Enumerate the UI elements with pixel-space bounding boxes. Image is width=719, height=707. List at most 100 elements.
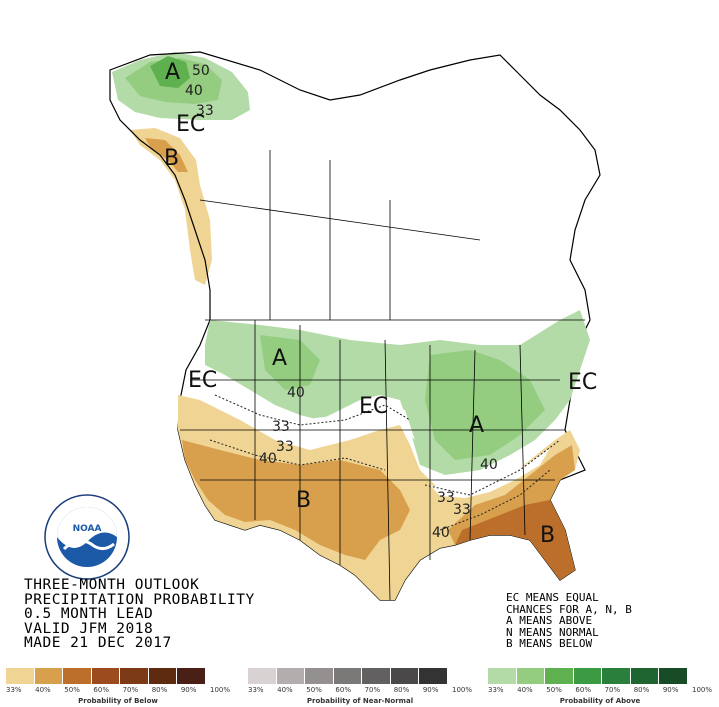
southwest-b-label: B <box>296 488 312 513</box>
noaa-logo: NOAA <box>44 494 130 580</box>
alaska-a-label: A <box>165 60 181 85</box>
legend-tick: 33% <box>248 686 264 694</box>
legend-below: 33% 40% 50% 60% 70% 80% 90% 100% Probability of… <box>6 668 230 706</box>
legend-normal: 33% 40% 50% 60% 70% 80% 90% 100% Probability of… <box>248 668 472 706</box>
alaska-b-label: B <box>164 146 180 171</box>
legend-swatch <box>630 668 659 684</box>
legend-notes: EC MEANS EQUAL CHANCES FOR A, N, B A MEA… <box>506 592 632 650</box>
title-block: THREE-MONTH OUTLOOK PRECIPITATION PROBAB… <box>24 578 255 651</box>
legend-swatch <box>276 668 305 684</box>
west-40-label: 40 <box>259 451 277 467</box>
legend-normal-caption: Probability of Near-Normal <box>306 697 414 705</box>
south-33-label-b: 33 <box>453 502 471 518</box>
legend-tick: 50% <box>306 686 322 694</box>
southeast-b-label: B <box>540 523 556 548</box>
alaska-40-label: 40 <box>185 83 203 99</box>
legend-tick: 80% <box>151 686 168 694</box>
legend-swatch <box>34 668 63 684</box>
legend-tick: 90% <box>422 686 439 694</box>
legend-swatch <box>390 668 419 684</box>
east-a-label: A <box>469 413 485 438</box>
south-33-label-a: 33 <box>437 490 455 506</box>
note-line-5: B MEANS BELOW <box>506 637 593 650</box>
alaska-ec-label: EC <box>176 112 206 137</box>
legend-below-swatches <box>6 668 230 684</box>
legend-tick: 80% <box>393 686 410 694</box>
ohio-valley-above-40-region <box>425 350 545 460</box>
legend-tick: 80% <box>633 686 650 694</box>
note-line-4: N MEANS NORMAL <box>506 625 599 639</box>
legend-tick: 60% <box>93 686 109 694</box>
west-33-label-a: 33 <box>272 419 290 435</box>
legend-tick: 40% <box>277 686 293 694</box>
legend-normal-swatches <box>248 668 472 684</box>
legend-swatch <box>120 668 149 684</box>
northwest-ec-label: EC <box>188 368 218 393</box>
legend-swatch <box>602 668 631 684</box>
legend-swatch <box>419 668 448 684</box>
legend-tick: 100% <box>451 686 472 694</box>
legend-swatch <box>91 668 120 684</box>
northern-40-label: 40 <box>287 385 305 401</box>
florida-below-50-region <box>455 500 575 580</box>
west-33-label-b: 33 <box>276 439 294 455</box>
legend-tick: 90% <box>662 686 679 694</box>
legend-tick: 60% <box>335 686 351 694</box>
svg-text:NOAA: NOAA <box>73 524 102 534</box>
legend-tick: 100% <box>209 686 230 694</box>
southwest-below-40-region <box>182 440 410 560</box>
east-40-label: 40 <box>480 457 498 473</box>
south-ec-region <box>430 448 550 498</box>
legend-swatch <box>6 668 35 684</box>
legend-tick: 33% <box>488 686 504 694</box>
south-40-label: 40 <box>432 525 450 541</box>
legend-swatch <box>148 668 177 684</box>
title-line-2: PRECIPITATION PROBABILITY <box>24 591 255 608</box>
legend-swatch <box>659 668 688 684</box>
legend-tick: 40% <box>517 686 533 694</box>
boundary-lines <box>180 150 585 601</box>
legend-above-ticks: 33% 40% 50% 60% 70% 80% 90% 100% <box>488 686 712 694</box>
legend-swatch <box>248 668 277 684</box>
legend-above-caption: Probability of Above <box>559 697 641 705</box>
alaska-33-label: 33 <box>196 103 214 119</box>
legend-tick: 70% <box>604 686 621 694</box>
legend-swatch <box>63 668 92 684</box>
legend-swatch <box>362 668 391 684</box>
alaska-coast-below-region <box>130 128 212 285</box>
legend-swatch <box>333 668 362 684</box>
legend-tick: 50% <box>546 686 562 694</box>
legend-tick: 33% <box>6 686 22 694</box>
contour-lines <box>209 394 561 531</box>
legend-swatch <box>573 668 602 684</box>
title-line-1: THREE-MONTH OUTLOOK <box>24 577 200 593</box>
legend-normal-ticks: 33% 40% 50% 60% 70% 80% 90% 100% <box>248 686 472 694</box>
legend-above: 33% 40% 50% 60% 70% 80% 90% 100% Probability of… <box>488 668 712 706</box>
legend-tick: 50% <box>64 686 80 694</box>
legend-tick: 70% <box>122 686 139 694</box>
central-ec-label: EC <box>359 394 389 419</box>
northern-plains-above-40-region <box>260 335 320 390</box>
alaska-coast-below-40-region <box>145 138 188 172</box>
title-line-3: 0.5 MONTH LEAD <box>24 606 154 622</box>
note-line-2: CHANCES FOR A, N, B <box>506 602 632 616</box>
east-ec-label: EC <box>568 370 598 395</box>
legend-tick: 70% <box>364 686 381 694</box>
title-line-4: VALID JFM 2018 <box>24 620 154 637</box>
legend-above-swatches <box>488 668 712 684</box>
legend-swatch <box>516 668 545 684</box>
legend-tick: 90% <box>180 686 197 694</box>
northern-a-label: A <box>272 346 288 371</box>
legend-swatch <box>488 668 517 684</box>
alaska-above-50-region <box>150 56 190 88</box>
legend-swatch <box>305 668 334 684</box>
alaska-50-label: 50 <box>192 63 210 79</box>
title-line-5: MADE 21 DEC 2017 <box>24 635 172 651</box>
legend-tick: 40% <box>35 686 51 694</box>
central-ec-region <box>225 390 415 442</box>
legend-swatch <box>177 668 206 684</box>
legend-tick: 100% <box>691 686 712 694</box>
note-line-1: EC MEANS EQUAL <box>506 591 599 604</box>
note-line-3: A MEANS ABOVE <box>506 614 593 627</box>
